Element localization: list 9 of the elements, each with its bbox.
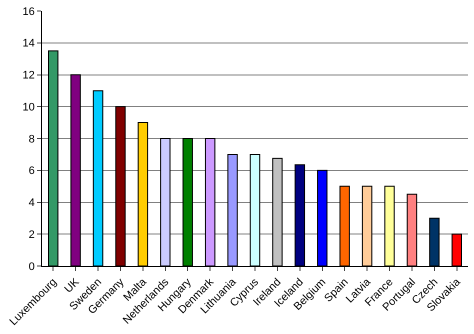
y-tick-label: 16 xyxy=(22,6,35,18)
y-tick-label: 14 xyxy=(22,38,35,50)
y-tick-label: 10 xyxy=(22,101,35,114)
y-tick-label: 12 xyxy=(22,70,35,82)
y-tick-label: 2 xyxy=(28,228,35,241)
y-tick-label: 8 xyxy=(28,133,35,146)
y-tick-label: 0 xyxy=(28,260,35,273)
y-tick-label: 4 xyxy=(28,197,35,210)
y-tick-label: 6 xyxy=(28,165,35,178)
